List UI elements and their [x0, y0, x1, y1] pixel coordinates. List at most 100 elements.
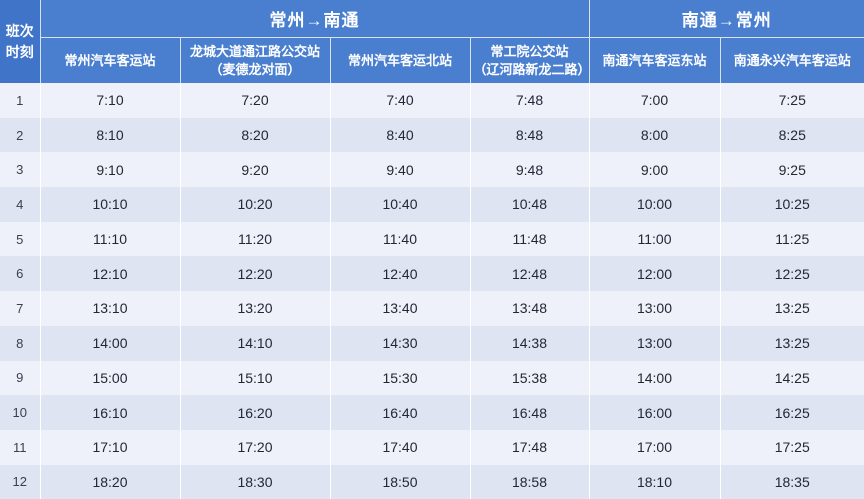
departure-time-cell: 9:40	[329, 152, 470, 188]
table-header: 班次 时刻 常州→南通 南通→常州 常州汽车客运站 龙城大道通江路公交站 （麦德…	[0, 0, 864, 83]
departure-time-cell: 7:40	[329, 83, 470, 118]
departure-time-cell: 16:25	[719, 395, 864, 430]
departure-time-cell: 12:20	[179, 256, 330, 292]
station-name-4: 南通汽车客运东站	[602, 52, 707, 68]
departure-time-cell: 13:00	[588, 291, 720, 326]
table-row: 11 17:10 17:20 17:40 17:48 17:00 17:25	[0, 429, 864, 465]
table-row: 2 8:10 8:20 8:40 8:48 8:00 8:25	[0, 117, 864, 153]
corner-header: 班次 时刻	[0, 0, 41, 83]
group-header-changzhou-to-nantong: 常州→南通	[39, 0, 589, 38]
departure-time-cell: 17:25	[719, 429, 864, 465]
table-row: 7 13:10 13:20 13:40 13:48 13:00 13:25	[0, 291, 864, 326]
station-header-0: 常州汽车客运站	[39, 37, 180, 83]
row-index: 1	[0, 83, 41, 118]
departure-time-cell: 9:25	[719, 152, 864, 188]
departure-time-cell: 7:25	[719, 83, 864, 118]
group-header-nantong-to-changzhou: 南通→常州	[588, 0, 864, 38]
departure-time-cell: 12:25	[719, 256, 864, 292]
row-index: 7	[0, 291, 41, 326]
departure-time-cell: 17:48	[469, 429, 589, 465]
row-index: 11	[0, 429, 41, 465]
departure-time-cell: 18:35	[719, 464, 864, 499]
departure-time-cell: 10:10	[39, 187, 180, 222]
station-sub-3: （辽河路新龙二路）	[473, 61, 591, 77]
departure-time-cell: 11:20	[179, 221, 330, 257]
row-index: 5	[0, 221, 41, 257]
departure-time-cell: 17:10	[39, 429, 180, 465]
departure-time-cell: 16:40	[329, 395, 470, 430]
station-header-5: 南通永兴汽车客运站	[719, 37, 864, 83]
departure-time-cell: 18:30	[179, 464, 330, 499]
table-row: 1 7:10 7:20 7:40 7:48 7:00 7:25	[0, 83, 864, 118]
departure-time-cell: 16:00	[588, 395, 720, 430]
departure-time-cell: 16:48	[469, 395, 589, 430]
row-index: 12	[0, 464, 41, 499]
departure-time-cell: 8:25	[719, 117, 864, 153]
row-index: 9	[0, 360, 41, 396]
departure-time-cell: 13:25	[719, 291, 864, 326]
station-name-0: 常州汽车客运站	[64, 52, 156, 68]
departure-time-cell: 15:30	[329, 360, 470, 396]
departure-time-cell: 16:10	[39, 395, 180, 430]
departure-time-cell: 12:00	[588, 256, 720, 292]
table-row: 3 9:10 9:20 9:40 9:48 9:00 9:25	[0, 152, 864, 188]
departure-time-cell: 13:20	[179, 291, 330, 326]
departure-time-cell: 8:10	[39, 117, 180, 153]
departure-time-cell: 10:40	[329, 187, 470, 222]
station-header-2: 常州汽车客运北站	[329, 37, 470, 83]
departure-time-cell: 9:10	[39, 152, 180, 188]
table-row: 10 16:10 16:20 16:40 16:48 16:00 16:25	[0, 395, 864, 430]
header-row-groups: 班次 时刻 常州→南通 南通→常州	[0, 0, 864, 83]
departure-time-cell: 16:20	[179, 395, 330, 430]
departure-time-cell: 8:00	[588, 117, 720, 153]
departure-time-cell: 14:00	[39, 325, 180, 361]
departure-time-cell: 8:40	[329, 117, 470, 153]
station-name-2: 常州汽车客运北站	[347, 52, 452, 68]
departure-time-cell: 17:00	[588, 429, 720, 465]
departure-time-cell: 18:20	[39, 464, 180, 499]
departure-time-cell: 7:10	[39, 83, 180, 118]
departure-time-cell: 11:48	[469, 221, 589, 257]
table-row: 9 15:00 15:10 15:30 15:38 14:00 14:25	[0, 360, 864, 396]
table-body: 1 7:10 7:20 7:40 7:48 7:00 7:25 2 8:10 8:20 8:40 8:…	[0, 83, 864, 499]
departure-time-cell: 15:38	[469, 360, 589, 396]
departure-time-cell: 9:20	[179, 152, 330, 188]
departure-time-cell: 12:40	[329, 256, 470, 292]
departure-time-cell: 17:40	[329, 429, 470, 465]
row-index: 4	[0, 187, 41, 222]
departure-time-cell: 9:00	[588, 152, 720, 188]
departure-time-cell: 11:00	[588, 221, 720, 257]
departure-time-cell: 7:48	[469, 83, 589, 118]
row-index: 6	[0, 256, 41, 292]
station-name-3: 常工院公交站	[490, 43, 569, 59]
row-index: 10	[0, 395, 41, 430]
departure-time-cell: 14:38	[469, 325, 589, 361]
departure-time-cell: 11:10	[39, 221, 180, 257]
departure-time-cell: 18:58	[469, 464, 589, 499]
station-header-1: 龙城大道通江路公交站 （麦德龙对面）	[179, 37, 330, 83]
table-row: 6 12:10 12:20 12:40 12:48 12:00 12:25	[0, 256, 864, 292]
departure-time-cell: 12:10	[39, 256, 180, 292]
departure-time-cell: 13:25	[719, 325, 864, 361]
row-index: 8	[0, 325, 41, 361]
corner-label-line1: 班次	[5, 23, 34, 40]
departure-time-cell: 10:00	[588, 187, 720, 222]
departure-time-cell: 7:20	[179, 83, 330, 118]
departure-time-cell: 8:20	[179, 117, 330, 153]
departure-time-cell: 8:48	[469, 117, 589, 153]
departure-time-cell: 13:00	[588, 325, 720, 361]
station-header-4: 南通汽车客运东站	[588, 37, 720, 83]
departure-time-cell: 15:10	[179, 360, 330, 396]
departure-time-cell: 12:48	[469, 256, 589, 292]
station-header-3: 常工院公交站 （辽河路新龙二路）	[469, 37, 591, 83]
station-name-1: 龙城大道通江路公交站	[189, 43, 320, 59]
table-row: 5 11:10 11:20 11:40 11:48 11:00 11:25	[0, 221, 864, 257]
departure-time-cell: 18:10	[588, 464, 720, 499]
departure-time-cell: 11:40	[329, 221, 470, 257]
departure-time-cell: 17:20	[179, 429, 330, 465]
station-name-5: 南通永兴汽车客运站	[733, 52, 851, 68]
departure-time-cell: 14:10	[179, 325, 330, 361]
departure-time-cell: 10:25	[719, 187, 864, 222]
station-sub-1: （麦德龙对面）	[209, 61, 301, 77]
header-row-stations: 常州汽车客运站 龙城大道通江路公交站 （麦德龙对面） 常州汽车客运北站 常工院公…	[0, 37, 864, 83]
